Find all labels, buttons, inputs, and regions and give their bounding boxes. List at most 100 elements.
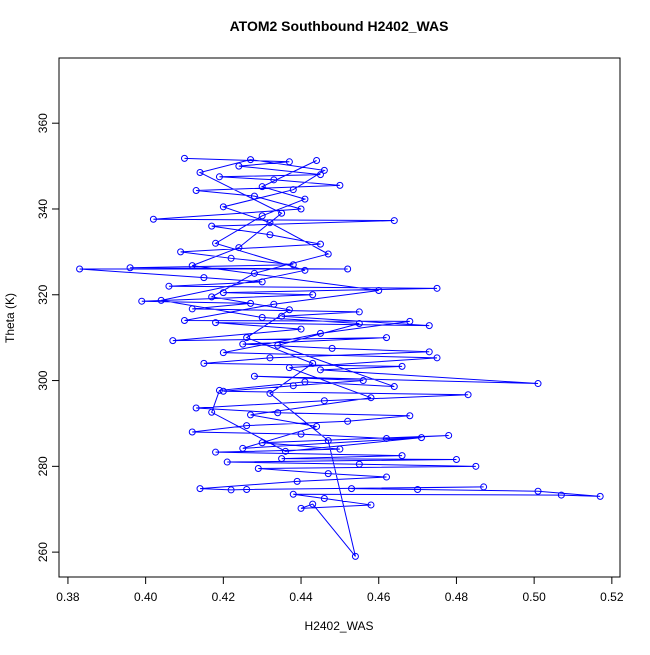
data-point — [445, 431, 453, 439]
data-point — [227, 486, 235, 494]
data-point — [250, 372, 258, 380]
data-point — [433, 284, 441, 292]
data-point — [297, 430, 305, 438]
data-point — [293, 477, 301, 485]
x-axis-label: H2402_WAS — [305, 619, 374, 633]
data-point — [557, 491, 565, 499]
data-point — [367, 394, 375, 402]
data-point — [390, 383, 398, 391]
data-point — [219, 289, 227, 297]
data-point — [212, 319, 220, 327]
data-point — [126, 264, 134, 272]
data-point — [180, 317, 188, 325]
data-point — [247, 156, 255, 164]
data-point — [320, 397, 328, 405]
data-point — [297, 325, 305, 333]
data-point — [336, 181, 344, 189]
x-tick-label: 0.40 — [134, 590, 158, 604]
data-point — [258, 212, 266, 220]
data-point — [274, 341, 282, 349]
data-point — [383, 334, 391, 342]
x-tick-label: 0.38 — [56, 590, 80, 604]
data-point — [266, 354, 274, 362]
data-point — [196, 485, 204, 493]
data-point — [138, 297, 146, 305]
data-point — [320, 166, 328, 174]
data-point — [309, 359, 317, 367]
data-point — [417, 434, 425, 442]
x-tick-label: 0.46 — [367, 590, 391, 604]
data-point — [328, 344, 336, 352]
data-point — [336, 445, 344, 453]
y-tick-label: 360 — [36, 113, 50, 133]
data-point — [223, 458, 231, 466]
data-point — [425, 322, 433, 330]
data-point — [212, 239, 220, 247]
data-point — [348, 485, 356, 493]
data-point — [344, 417, 352, 425]
data-point — [278, 312, 286, 320]
data-point — [219, 203, 227, 211]
data-point — [188, 305, 196, 313]
data-point — [534, 380, 542, 388]
data-point — [192, 404, 200, 412]
data-point — [383, 434, 391, 442]
data-point — [309, 500, 317, 508]
data-point — [297, 504, 305, 512]
data-point — [398, 362, 406, 370]
data-point — [215, 173, 223, 181]
data-point — [324, 437, 332, 445]
data-point — [480, 483, 488, 491]
y-tick-label: 280 — [36, 456, 50, 476]
data-point — [301, 378, 309, 386]
data-point — [313, 422, 321, 430]
data-point — [239, 340, 247, 348]
data-point — [285, 158, 293, 166]
x-tick-label: 0.50 — [522, 590, 546, 604]
data-point — [289, 490, 297, 498]
data-point — [355, 320, 363, 328]
data-point — [359, 377, 367, 385]
data-point — [390, 217, 398, 225]
data-point — [534, 487, 542, 495]
data-point — [258, 183, 266, 191]
data-point — [278, 209, 286, 217]
x-tick-label: 0.48 — [445, 590, 469, 604]
data-point — [266, 389, 274, 397]
data-point — [414, 485, 422, 493]
data-point — [355, 460, 363, 468]
data-point — [192, 187, 200, 195]
data-point — [313, 157, 321, 165]
data-point — [274, 409, 282, 417]
chart-title: ATOM2 Southbound H2402_WAS — [230, 18, 449, 34]
data-point — [235, 244, 243, 252]
data-point — [227, 254, 235, 262]
y-axis-label: Theta (K) — [3, 293, 17, 343]
data-point — [180, 154, 188, 162]
y-tick-label: 300 — [36, 370, 50, 390]
data-point — [212, 448, 220, 456]
data-point — [285, 364, 293, 372]
data-point — [270, 300, 278, 308]
data-point — [320, 495, 328, 503]
data-point — [596, 492, 604, 500]
data-point — [375, 286, 383, 294]
data-point — [196, 169, 204, 177]
data-point — [316, 366, 324, 374]
data-point — [406, 412, 414, 420]
data-point — [297, 205, 305, 213]
data-point — [433, 354, 441, 362]
data-point — [270, 176, 278, 184]
data-point — [219, 349, 227, 357]
series-line — [79, 157, 601, 557]
data-point — [200, 359, 208, 367]
y-tick-label: 340 — [36, 199, 50, 219]
data-point — [258, 314, 266, 321]
data-point — [344, 265, 352, 273]
data-point — [367, 501, 375, 509]
data-point — [289, 186, 297, 194]
data-point — [235, 162, 243, 170]
data-point — [250, 192, 258, 200]
y-tick-label: 260 — [36, 542, 50, 562]
